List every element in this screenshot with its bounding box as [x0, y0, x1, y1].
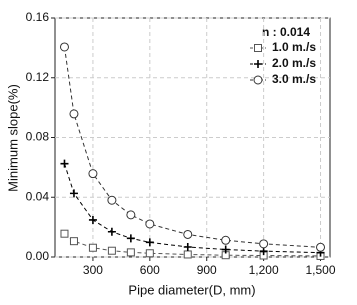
- marker: [145, 238, 154, 247]
- x-tick-label: 900: [197, 263, 217, 277]
- marker: [126, 248, 135, 257]
- marker: [183, 242, 192, 251]
- series-line: [63, 46, 321, 248]
- marker: [253, 75, 263, 85]
- marker: [254, 44, 262, 52]
- series-line: [64, 233, 321, 257]
- marker: [107, 195, 117, 205]
- marker: [69, 237, 78, 246]
- marker: [183, 229, 193, 239]
- marker: [60, 229, 69, 238]
- marker: [145, 249, 154, 258]
- marker: [126, 210, 136, 220]
- marker: [126, 234, 135, 243]
- legend-label: 3.0 m./s: [272, 72, 316, 86]
- marker: [107, 246, 116, 255]
- marker: [259, 239, 269, 249]
- y-tick-label: 0.12: [26, 70, 50, 84]
- y-tick-label: 0.16: [26, 10, 50, 24]
- y-tick-label: 0.08: [26, 130, 50, 144]
- marker: [69, 109, 79, 119]
- marker: [60, 159, 69, 168]
- series-line: [64, 163, 321, 254]
- marker: [88, 169, 98, 179]
- marker: [183, 250, 192, 259]
- y-tick-label: 0.04: [26, 189, 50, 203]
- y-tick-label: 0.00: [26, 249, 50, 263]
- marker: [316, 242, 326, 252]
- legend-label: 1.0 m./s: [272, 40, 316, 54]
- marker: [107, 227, 116, 236]
- legend-label: 2.0 m./s: [272, 56, 316, 70]
- marker: [221, 245, 230, 254]
- x-tick-label: 600: [140, 263, 160, 277]
- marker: [254, 60, 262, 68]
- y-axis-label: Minimum slope(%): [5, 84, 20, 192]
- marker: [69, 189, 78, 198]
- marker: [88, 243, 97, 252]
- marker: [88, 215, 97, 224]
- x-tick-label: 1,200: [249, 263, 279, 277]
- legend-title: n : 0.014: [262, 25, 310, 39]
- marker: [59, 42, 69, 52]
- x-tick-label: 300: [83, 263, 103, 277]
- x-tick-label: 1,500: [306, 263, 336, 277]
- x-axis-label: Pipe diameter(D, mm): [128, 282, 255, 297]
- marker: [145, 219, 155, 229]
- marker: [221, 235, 231, 245]
- marker: [259, 247, 268, 256]
